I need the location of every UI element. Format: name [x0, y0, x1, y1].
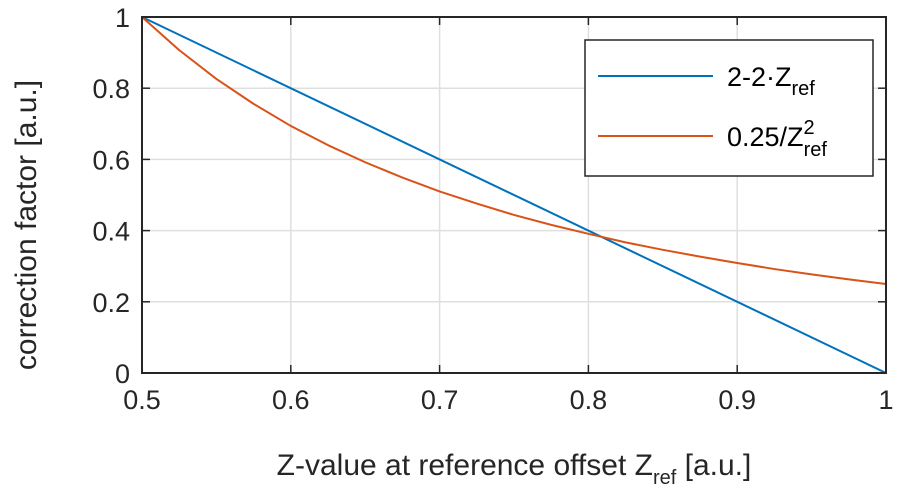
y-tick-label: 0.2	[92, 288, 130, 318]
legend: 2-2·Zref 0.25/Z2 ref	[584, 39, 874, 177]
y-tick-label: 0.4	[92, 217, 130, 247]
x-tick-label: 0.9	[718, 385, 756, 415]
legend-label-linear: 2-2·Zref	[727, 62, 815, 100]
x-tick-label: 0.6	[272, 385, 310, 415]
plot-area-frame	[141, 16, 887, 374]
x-tick-label: 0.5	[123, 385, 161, 415]
x-tick-label: 0.8	[570, 385, 608, 415]
legend-label-inverse-square: 0.25/Z2 ref	[727, 117, 827, 161]
y-axis-label: correction factor [a.u.]	[10, 80, 43, 370]
series-line-inverse-square	[141, 16, 887, 285]
axis-ticks: 0.5 0.6 0.7 0.8 0.9 1 0 0.2 0.4 0.6 0.8 1	[92, 3, 893, 415]
legend-box	[584, 39, 874, 177]
y-tick-label: 0.8	[92, 74, 130, 104]
y-tick-label: 0	[115, 359, 130, 389]
series-line-linear	[141, 16, 887, 374]
x-axis-label: Z-value at reference offset Zref [a.u.]	[277, 449, 752, 489]
x-tick-label: 1	[878, 385, 893, 415]
y-tick-label: 0.6	[92, 145, 130, 175]
x-tick-label: 0.7	[421, 385, 459, 415]
series-lines	[141, 16, 887, 374]
y-tick-label: 1	[115, 3, 130, 33]
